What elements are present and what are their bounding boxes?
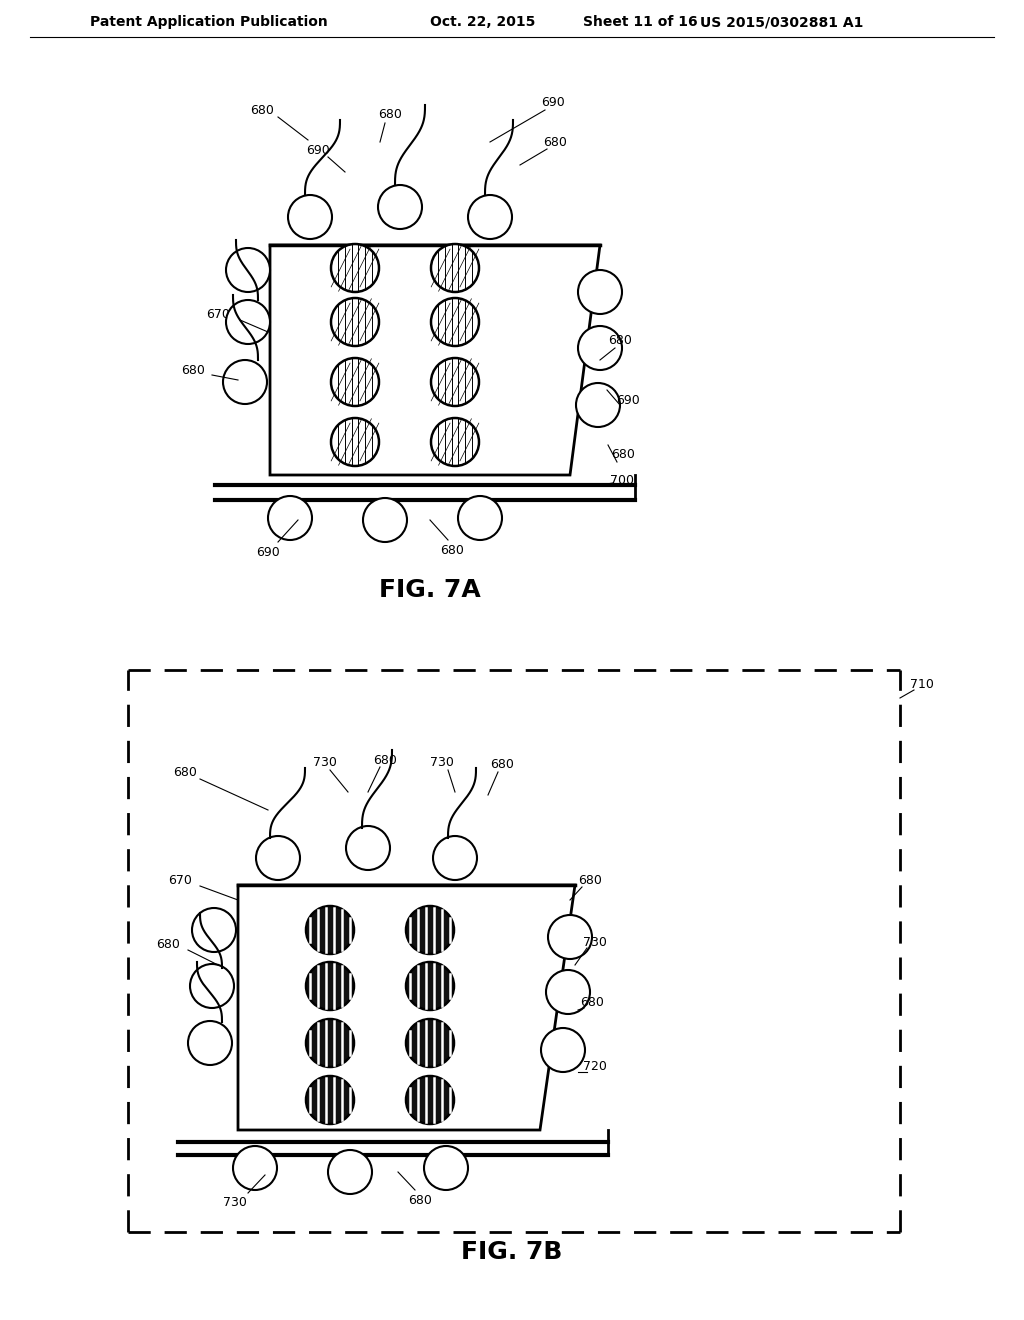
Circle shape [406,962,454,1010]
Text: 680: 680 [490,758,514,771]
Circle shape [188,1020,232,1065]
Circle shape [331,244,379,292]
Circle shape [226,300,270,345]
Circle shape [541,1028,585,1072]
Circle shape [578,271,622,314]
Text: 680: 680 [440,544,464,557]
Text: 680: 680 [580,995,604,1008]
Circle shape [331,358,379,407]
Text: 690: 690 [541,95,565,108]
Circle shape [362,498,407,543]
Circle shape [578,326,622,370]
Circle shape [458,496,502,540]
Text: 680: 680 [608,334,632,346]
Circle shape [190,964,234,1008]
Circle shape [431,244,479,292]
Circle shape [346,826,390,870]
Circle shape [331,418,379,466]
Text: FIG. 7A: FIG. 7A [379,578,481,602]
Circle shape [288,195,332,239]
Text: 680: 680 [579,874,602,887]
Text: 710: 710 [910,677,934,690]
Circle shape [378,185,422,228]
Circle shape [306,962,354,1010]
Circle shape [223,360,267,404]
Circle shape [468,195,512,239]
Text: 670: 670 [168,874,191,887]
Text: 730: 730 [583,936,607,949]
Circle shape [306,1076,354,1125]
Text: 670: 670 [206,309,230,322]
Circle shape [328,1150,372,1195]
Text: FIG. 7B: FIG. 7B [462,1239,562,1265]
Circle shape [546,970,590,1014]
Text: 730: 730 [313,755,337,768]
Text: 680: 680 [378,108,402,121]
Text: 680: 680 [156,939,180,952]
Circle shape [575,383,620,426]
Circle shape [306,1019,354,1067]
Text: 690: 690 [616,393,640,407]
Polygon shape [270,246,600,475]
Circle shape [406,1076,454,1125]
Polygon shape [238,884,575,1130]
Circle shape [306,906,354,954]
Text: Patent Application Publication: Patent Application Publication [90,15,328,29]
Text: 680: 680 [173,766,197,779]
Text: 690: 690 [306,144,330,157]
Circle shape [226,248,270,292]
Circle shape [233,1146,278,1191]
Circle shape [424,1146,468,1191]
Circle shape [431,298,479,346]
Circle shape [431,418,479,466]
Text: 680: 680 [250,103,274,116]
Text: 680: 680 [408,1193,432,1206]
Circle shape [406,906,454,954]
Text: 730: 730 [223,1196,247,1209]
Circle shape [256,836,300,880]
Text: 690: 690 [256,545,280,558]
Text: 680: 680 [181,363,205,376]
Text: Oct. 22, 2015: Oct. 22, 2015 [430,15,536,29]
Text: US 2015/0302881 A1: US 2015/0302881 A1 [700,15,863,29]
Text: 700: 700 [610,474,634,487]
Circle shape [331,298,379,346]
Circle shape [548,915,592,960]
Text: 720: 720 [583,1060,607,1073]
Circle shape [433,836,477,880]
Circle shape [268,496,312,540]
Text: 730: 730 [430,755,454,768]
Text: Sheet 11 of 16: Sheet 11 of 16 [583,15,697,29]
Circle shape [431,358,479,407]
Text: 680: 680 [543,136,567,149]
Text: 680: 680 [373,754,397,767]
Circle shape [193,908,236,952]
Circle shape [406,1019,454,1067]
Text: 680: 680 [611,449,635,462]
